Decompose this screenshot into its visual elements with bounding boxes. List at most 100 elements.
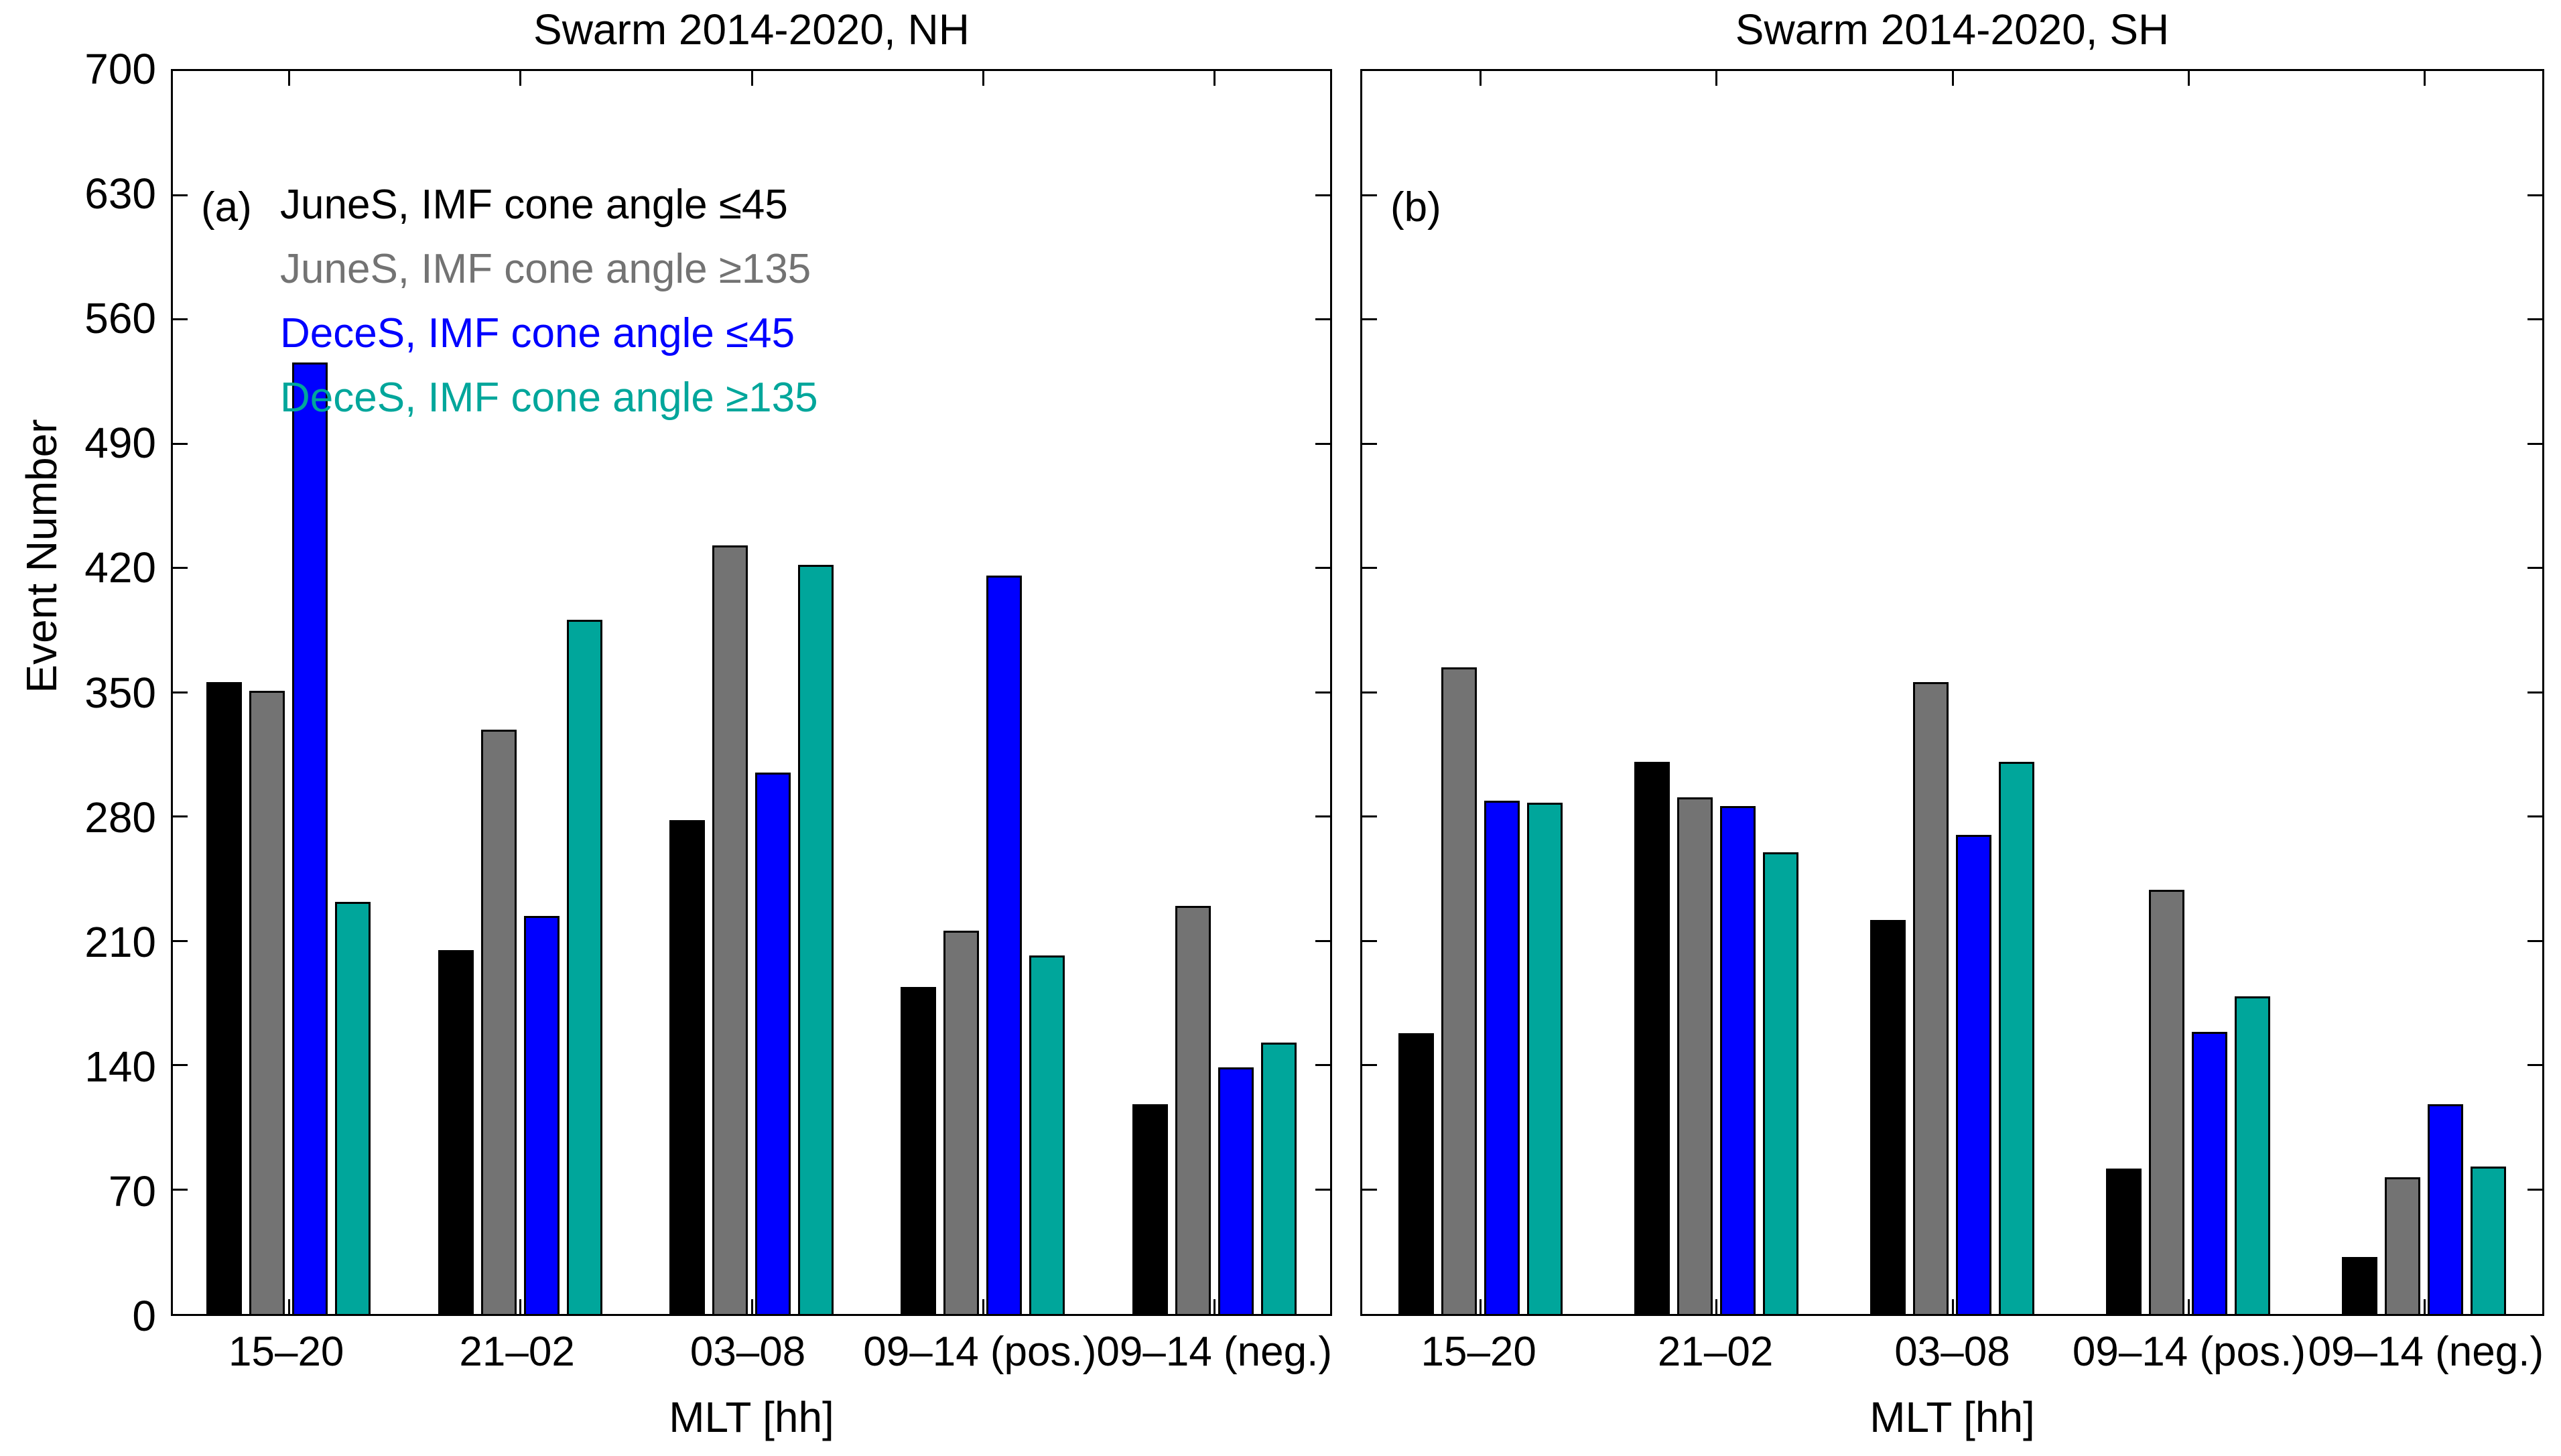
bar [1132, 1104, 1168, 1314]
plot-area-sh: (b) [1360, 69, 2544, 1316]
x-tick-label: 15–20 [1421, 1329, 1536, 1375]
y-tick-mark [1362, 194, 1377, 196]
x-tick-mark [287, 71, 290, 86]
bar [292, 362, 328, 1314]
legend-entry: DeceS, IMF cone angle ≤45 [280, 310, 795, 356]
y-tick-mark [1362, 567, 1377, 569]
bar [1913, 681, 1949, 1314]
bar-group [1099, 71, 1330, 1314]
bar [1762, 852, 1798, 1314]
y-tick-label: 350 [84, 668, 156, 717]
panel-title-nh: Swarm 2014-2020, NH [533, 5, 970, 54]
y-tick-mark [1315, 442, 1330, 445]
y-tick-mark [1362, 442, 1377, 445]
plot-area-nh: (a) JuneS, IMF cone angle ≤45 JuneS, IMF … [171, 69, 1332, 1316]
x-tick-mark [519, 1299, 522, 1314]
x-tick-mark [1213, 71, 1216, 86]
x-tick-mark [287, 1299, 290, 1314]
y-tick-label: 420 [84, 543, 156, 592]
bar-group [2071, 71, 2306, 1314]
y-tick-mark [2527, 318, 2542, 320]
x-tick-mark [1715, 1299, 1718, 1314]
y-tick-mark [1362, 691, 1377, 693]
y-tick-mark [1315, 567, 1330, 569]
y-tick-label: 560 [84, 294, 156, 343]
x-tick-label: 09–14 (neg.) [1096, 1329, 1332, 1375]
bar-group [1598, 71, 1834, 1314]
y-tick-mark [173, 939, 188, 942]
bar [480, 730, 517, 1314]
y-tick-mark [1362, 1188, 1377, 1191]
bar [1526, 802, 1563, 1314]
bar [2428, 1104, 2464, 1314]
y-tick-mark [1362, 815, 1377, 817]
bar-group [1362, 71, 1598, 1314]
bar [1677, 797, 1713, 1314]
y-tick-label: 280 [84, 793, 156, 842]
x-tick-label: 09–14 (pos.) [2072, 1329, 2306, 1375]
y-tick-label: 70 [108, 1167, 156, 1215]
bar [523, 916, 560, 1314]
y-tick-mark [173, 442, 188, 445]
y-tick-mark [173, 815, 188, 817]
y-tick-mark [173, 1188, 188, 1191]
bar [1956, 834, 1991, 1314]
y-tick-mark [1362, 1064, 1377, 1066]
bar [566, 619, 602, 1314]
y-tick-mark [2527, 815, 2542, 817]
bar [986, 575, 1023, 1314]
x-axis-label-sh: MLT [hh] [1869, 1393, 2035, 1441]
bar [438, 949, 474, 1314]
y-tick-label: 700 [84, 45, 156, 93]
panel-title-sh: Swarm 2014-2020, SH [1735, 5, 2170, 54]
x-tick-mark [1213, 1299, 1216, 1314]
bar [2106, 1168, 2142, 1314]
y-tick-mark [1315, 318, 1330, 320]
x-tick-label: 15–20 [228, 1329, 344, 1375]
bar [1260, 1042, 1297, 1314]
legend-entry: JuneS, IMF cone angle ≤45 [280, 182, 788, 228]
bar [206, 681, 243, 1314]
bar [1484, 801, 1520, 1314]
y-tick-mark [1315, 1064, 1330, 1066]
legend: JuneS, IMF cone angle ≤45 JuneS, IMF cone… [280, 173, 818, 430]
y-tick-mark [1362, 939, 1377, 942]
bar-group [404, 71, 635, 1314]
bar-groups-nh [173, 71, 1330, 1314]
x-tick-mark [2187, 1299, 2190, 1314]
y-tick-mark [2527, 567, 2542, 569]
bar-group [173, 71, 404, 1314]
bar-groups-sh [1362, 71, 2542, 1314]
bar [755, 772, 791, 1314]
y-tick-mark [2527, 442, 2542, 445]
bar-group [636, 71, 867, 1314]
bar [1175, 905, 1211, 1314]
y-tick-label: 630 [84, 170, 156, 218]
y-tick-mark [1362, 318, 1377, 320]
x-tick-mark [2423, 71, 2426, 86]
x-tick-labels-sh: 15–20 21–02 03–08 09–14 (pos.) 09–14 (neg.) [1360, 1328, 2544, 1376]
x-tick-mark [2187, 71, 2190, 86]
bar [1719, 806, 1756, 1314]
bar [901, 987, 937, 1314]
y-tick-mark [173, 318, 188, 320]
bar [249, 690, 285, 1314]
y-tick-labels: 0 70 140 210 280 350 420 490 560 630 700 [0, 45, 156, 1340]
legend-entry: DeceS, IMF cone angle ≥135 [280, 375, 818, 421]
y-tick-label: 210 [84, 917, 156, 966]
bar [1029, 955, 1065, 1314]
bar [798, 564, 834, 1314]
y-tick-label: 140 [84, 1042, 156, 1091]
panel-letter-a: (a) [201, 184, 252, 230]
x-tick-labels-nh: 15–20 21–02 03–08 09–14 (pos.) 09–14 (neg.) [171, 1328, 1332, 1376]
bar [2342, 1257, 2378, 1314]
y-tick-mark [173, 194, 188, 196]
y-tick-mark [173, 1064, 188, 1066]
bar [1218, 1067, 1254, 1314]
y-tick-label: 0 [132, 1292, 156, 1340]
bar [1398, 1033, 1434, 1314]
bar [712, 545, 748, 1314]
x-tick-mark [1480, 71, 1482, 86]
y-tick-label: 490 [84, 419, 156, 468]
bar [1634, 761, 1670, 1314]
